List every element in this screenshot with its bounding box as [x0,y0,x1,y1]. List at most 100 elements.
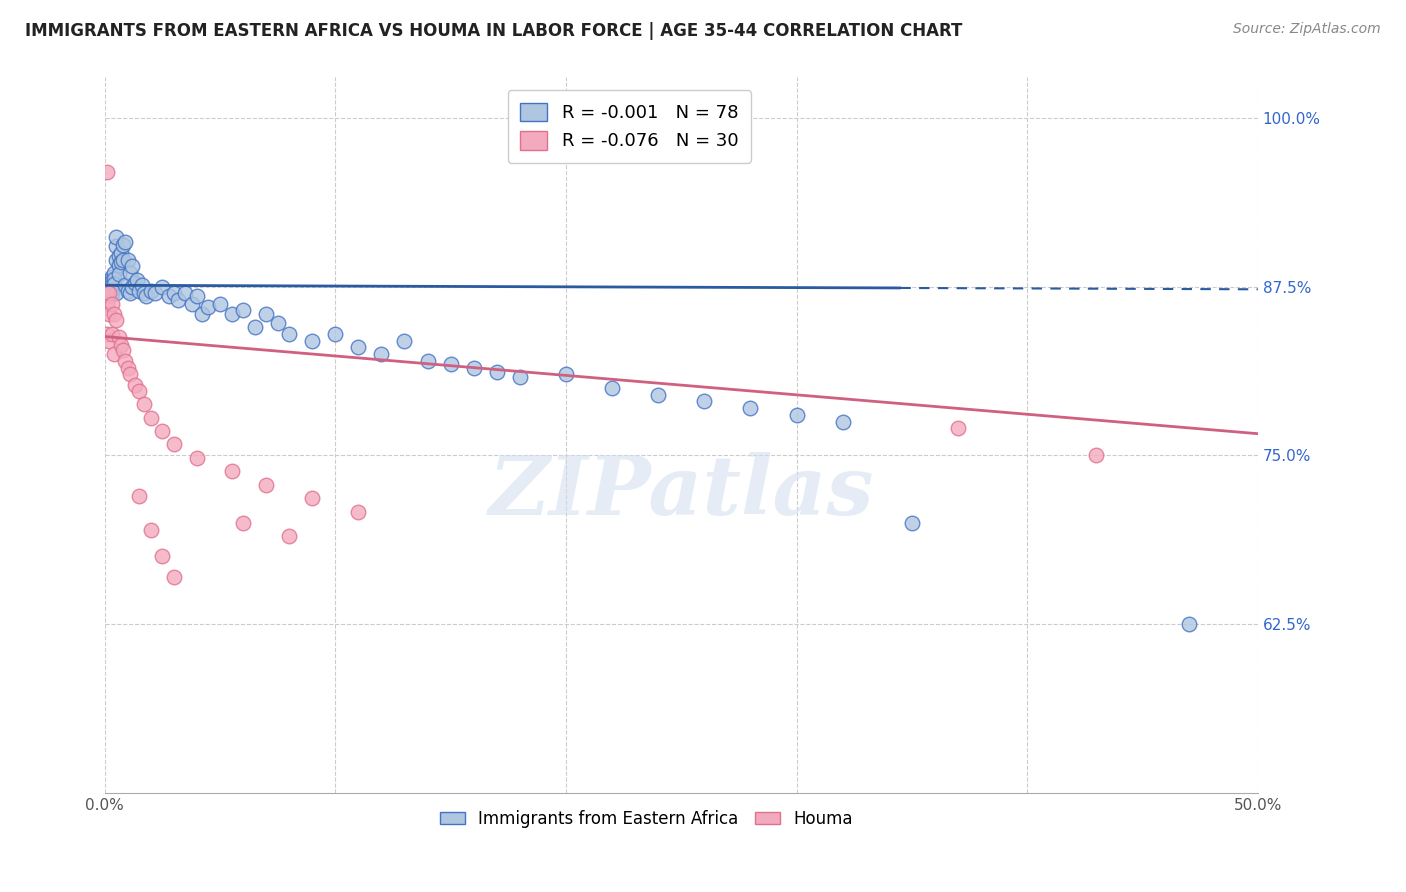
Point [485,365,508,379]
Point [117,252,139,267]
Point [96,286,118,301]
Point [831,415,853,429]
Point [132,286,155,301]
Point [118,266,141,280]
Point [96,284,118,298]
Point [1085,448,1108,462]
Point [901,516,924,530]
Point [100,326,122,341]
Point [118,286,141,301]
Point [107,329,129,343]
Point [145,286,167,301]
Point [98,285,121,299]
Point [278,326,301,341]
Point [243,320,266,334]
Point [232,516,254,530]
Point [181,297,204,311]
Point [114,235,136,249]
Point [118,368,141,382]
Point [197,300,219,314]
Point [232,302,254,317]
Point [1177,617,1199,632]
Point [124,276,146,290]
Point [254,478,277,492]
Point [96,326,118,341]
Point [112,237,135,252]
Point [132,397,155,411]
Point [110,255,132,269]
Point [125,273,148,287]
Point [301,334,323,348]
Point [96,282,118,296]
Point [174,286,197,301]
Point [117,284,139,298]
Point [105,252,128,267]
Point [100,274,122,288]
Point [647,387,669,401]
Point [105,239,128,253]
Point [105,229,128,244]
Point [323,326,346,341]
Point [107,268,129,282]
Point [163,570,186,584]
Point [221,465,243,479]
Point [163,286,186,301]
Point [103,307,125,321]
Point [105,286,128,301]
Point [394,334,416,348]
Point [266,316,288,330]
Point [98,334,121,348]
Point [278,529,301,543]
Point [124,378,146,392]
Point [163,437,186,451]
Point [107,249,129,263]
Text: ZIPatlas: ZIPatlas [488,452,875,533]
Point [128,384,150,398]
Point [131,278,153,293]
Point [301,491,323,506]
Point [128,489,150,503]
Point [121,260,143,274]
Point [509,370,531,384]
Point [139,284,162,298]
Point [347,505,370,519]
Point [186,450,208,465]
Point [105,313,128,327]
Point [740,401,762,415]
Point [114,278,136,293]
Point [463,360,485,375]
Point [103,277,125,291]
Point [370,347,392,361]
Point [100,297,122,311]
Point [946,421,969,435]
Point [98,281,121,295]
Point [107,258,129,272]
Point [103,271,125,285]
Point [150,424,173,438]
Point [121,279,143,293]
Point [440,357,463,371]
Point [96,278,118,293]
Point [98,274,121,288]
Point [98,286,121,301]
Point [600,381,623,395]
Point [103,266,125,280]
Point [139,523,162,537]
Text: IMMIGRANTS FROM EASTERN AFRICA VS HOUMA IN LABOR FORCE | AGE 35-44 CORRELATION C: IMMIGRANTS FROM EASTERN AFRICA VS HOUMA … [25,22,963,40]
Point [117,360,139,375]
Point [221,307,243,321]
Legend: Immigrants from Eastern Africa, Houma: Immigrants from Eastern Africa, Houma [433,803,860,834]
Point [254,307,277,321]
Point [135,289,157,303]
Text: Source: ZipAtlas.com: Source: ZipAtlas.com [1233,22,1381,37]
Point [167,293,190,307]
Point [100,278,122,293]
Point [100,270,122,285]
Point [98,289,121,303]
Point [150,279,173,293]
Point [112,343,135,357]
Point [128,284,150,298]
Point [186,289,208,303]
Point [100,286,122,301]
Point [103,347,125,361]
